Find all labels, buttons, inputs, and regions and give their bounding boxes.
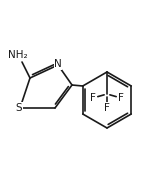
Text: F: F (118, 93, 124, 103)
Text: S: S (16, 103, 22, 113)
Text: NH₂: NH₂ (8, 50, 28, 60)
Text: N: N (54, 59, 62, 69)
Text: F: F (90, 93, 96, 103)
Text: F: F (104, 103, 110, 113)
